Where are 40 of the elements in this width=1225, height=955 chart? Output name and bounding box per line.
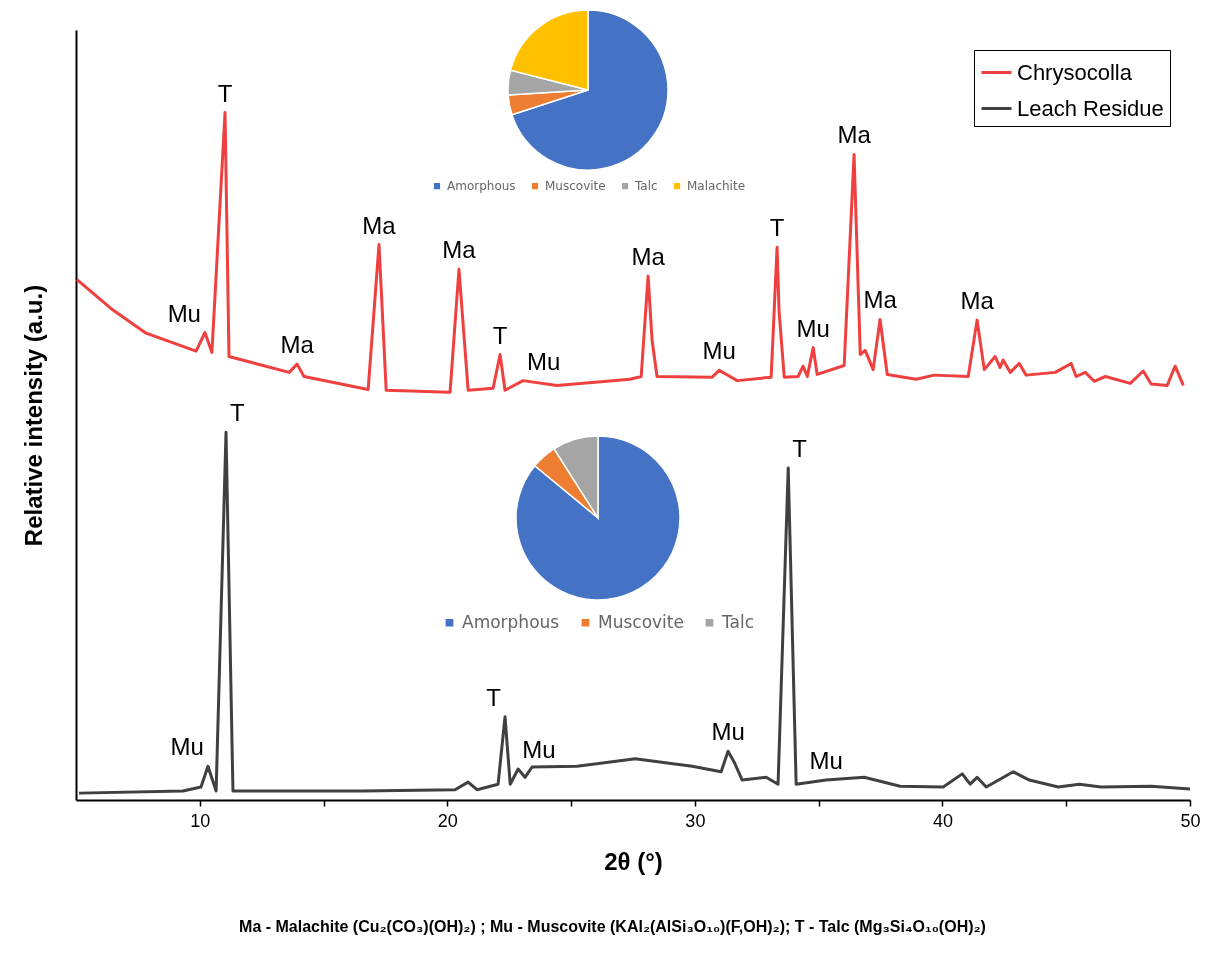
annotation: Ma xyxy=(960,287,995,315)
annotation: T xyxy=(486,683,502,711)
x-tick-label: 40 xyxy=(932,810,953,831)
pie-slice xyxy=(511,10,669,171)
text: Ma - Malachite (Cu₂(CO₃)(OH)₂) ; Mu - Muscovite (KAl₂(AlSi₃O₁₀)(F,OH)₂); T - Talc (Mg₃Si₄O₁₀(OH)₂) xyxy=(238,918,987,936)
annotation: T xyxy=(769,214,785,242)
annotation: Ma xyxy=(362,211,397,239)
legend-label: Talc xyxy=(634,179,658,194)
annotation: Ma xyxy=(631,243,666,271)
legend-label: Amorphous xyxy=(462,611,560,632)
annotation: Mu xyxy=(809,747,843,775)
x-tick-label: 10 xyxy=(190,810,211,831)
annotation: Mu xyxy=(167,299,201,327)
legend-label: Muscovite xyxy=(545,179,606,194)
annotation: T xyxy=(792,434,808,462)
x-axis-title: 2θ (°) xyxy=(604,847,663,875)
legend-label: Talc xyxy=(721,611,755,632)
legend-label: Chrysocolla xyxy=(1017,59,1133,85)
x-tick-label: 20 xyxy=(437,810,458,831)
legend-label: Amorphous xyxy=(447,179,516,194)
annotation: Ma xyxy=(863,286,898,314)
annotation: Mu xyxy=(711,718,745,746)
x-tick-label: 50 xyxy=(1180,810,1201,831)
annotation: Mu xyxy=(796,314,830,342)
y-axis-title: Relative intensity (a.u.) xyxy=(19,284,47,547)
annotation: T xyxy=(492,321,508,349)
x-tick-label: 30 xyxy=(685,810,706,831)
annotation: Mu xyxy=(170,733,204,761)
legend-label: Malachite xyxy=(687,179,746,194)
annotation: Mu xyxy=(702,337,736,365)
legend-label: Muscovite xyxy=(598,611,684,632)
annotation: Ma xyxy=(837,121,872,149)
annotation: Mu xyxy=(522,736,556,764)
annotation: Ma xyxy=(280,331,315,359)
legend-label: Leach Residue xyxy=(1017,95,1164,121)
annotation: Ma xyxy=(442,236,477,264)
annotation: T xyxy=(230,399,246,427)
pie-slice xyxy=(515,436,681,601)
annotation: Mu xyxy=(527,347,561,375)
annotation: T xyxy=(217,79,233,107)
